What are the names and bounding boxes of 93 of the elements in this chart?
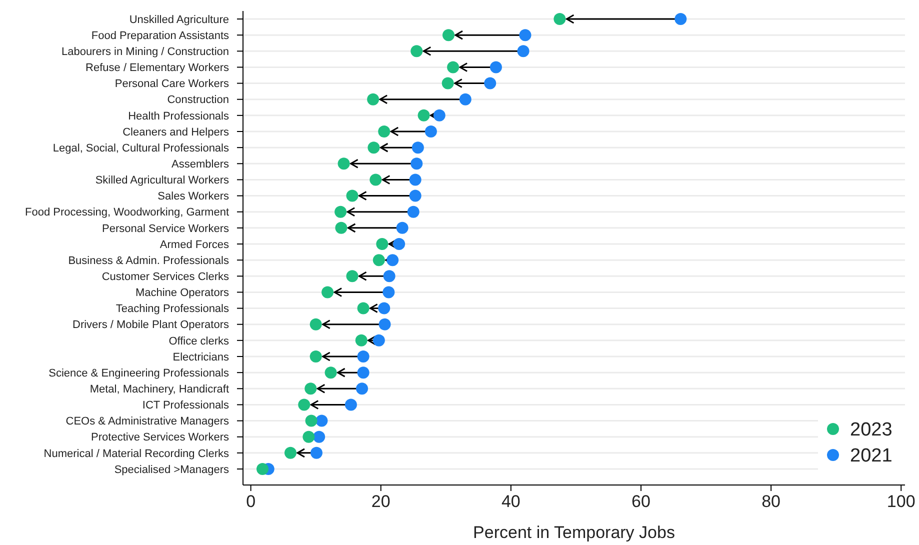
y-tick-label: Protective Services Workers — [91, 432, 230, 444]
point — [386, 254, 399, 266]
point — [442, 29, 454, 42]
point — [344, 398, 357, 411]
x-tick-label: 80 — [762, 492, 780, 511]
point — [396, 222, 408, 234]
point — [357, 302, 370, 314]
y-tick-label: Personal Service Workers — [102, 222, 230, 235]
point — [298, 398, 310, 411]
point — [370, 174, 382, 186]
point — [424, 126, 437, 138]
point — [335, 222, 348, 234]
point — [368, 142, 380, 154]
point — [447, 61, 460, 74]
y-tick-label: ICT Professionals — [142, 400, 230, 412]
point — [310, 350, 322, 362]
point — [376, 238, 388, 250]
point — [338, 158, 350, 170]
point — [324, 366, 337, 379]
point — [372, 254, 385, 266]
point — [554, 13, 566, 25]
y-tick-label: Office clerks — [168, 335, 230, 348]
point — [410, 45, 423, 58]
point — [459, 93, 472, 106]
point — [346, 270, 358, 282]
y-tick-label: Cleaners and Helpers — [122, 126, 230, 138]
y-tick-label: Construction — [167, 94, 229, 106]
point — [372, 334, 385, 346]
point — [310, 318, 322, 330]
point — [393, 238, 406, 250]
point — [356, 382, 368, 395]
point — [383, 270, 396, 282]
y-tick-label: Machine Operators — [135, 287, 230, 300]
point — [357, 366, 370, 379]
point — [310, 446, 322, 459]
y-tick-label: Science & Engineering Professionals — [48, 367, 230, 380]
y-tick-label: Legal, Social, Cultural Professionals — [52, 142, 230, 154]
point — [484, 77, 496, 90]
point — [409, 174, 422, 186]
y-tick-label: Drivers / Mobile Plant Operators — [72, 319, 230, 332]
point — [355, 334, 368, 346]
point — [490, 61, 502, 74]
x-tick-label: 40 — [501, 492, 520, 511]
point — [322, 286, 334, 298]
point — [382, 286, 395, 298]
x-tick-label: 20 — [371, 492, 390, 511]
y-tick-label: Specialised >Managers — [114, 464, 230, 476]
point — [304, 382, 317, 395]
x-axis-title: Percent in Temporary Jobs — [473, 523, 675, 542]
y-tick-label: Metal, Machinery, Handicraft — [90, 383, 229, 396]
y-tick-label: Teaching Professionals — [116, 303, 230, 316]
point — [407, 206, 420, 218]
point — [305, 414, 318, 427]
y-tick-label: CEOs & Administrative Managers — [66, 416, 230, 428]
point — [519, 29, 532, 42]
y-tick-label: Labourers in Mining / Construction — [61, 46, 229, 58]
x-tick-label: 60 — [632, 492, 650, 511]
y-tick-label: Food Processing, Woodworking, Garment — [25, 206, 229, 219]
y-tick-label: Customer Services Clerks — [102, 270, 230, 283]
point — [410, 158, 423, 170]
point — [284, 446, 296, 459]
point — [674, 13, 687, 25]
y-tick-label: Food Preparation Assistants — [91, 30, 230, 42]
y-tick-label: Skilled Agricultural Workers — [95, 174, 230, 187]
point — [346, 190, 358, 202]
legend-label: 2023 — [850, 420, 892, 441]
point — [334, 206, 347, 218]
point — [302, 430, 315, 443]
point — [367, 93, 380, 106]
point — [442, 77, 454, 90]
y-tick-label: Armed Forces — [160, 238, 230, 251]
y-tick-label: Numerical / Material Recording Clerks — [44, 448, 230, 460]
point — [378, 318, 391, 330]
legend-label: 2021 — [850, 446, 892, 467]
y-tick-label: Health Professionals — [128, 110, 230, 122]
y-tick-label: Sales Workers — [158, 190, 230, 203]
point — [517, 45, 530, 58]
x-tick-label: 100 — [886, 492, 916, 511]
y-tick-label: Electricians — [172, 351, 230, 364]
point — [378, 302, 390, 314]
y-tick-label: Unskilled Agriculture — [129, 14, 229, 26]
point — [256, 463, 269, 475]
x-tick-label: 0 — [246, 492, 256, 511]
point — [412, 142, 424, 154]
point — [418, 109, 430, 122]
y-tick-label: Personal Care Workers — [114, 78, 230, 90]
point — [409, 190, 422, 202]
point — [357, 350, 370, 362]
y-tick-label: Refuse / Elementary Workers — [86, 62, 230, 74]
y-tick-label: Business & Admin. Professionals — [68, 254, 230, 267]
y-tick-label: Assemblers — [172, 158, 230, 170]
point — [378, 126, 390, 138]
point — [433, 109, 446, 122]
